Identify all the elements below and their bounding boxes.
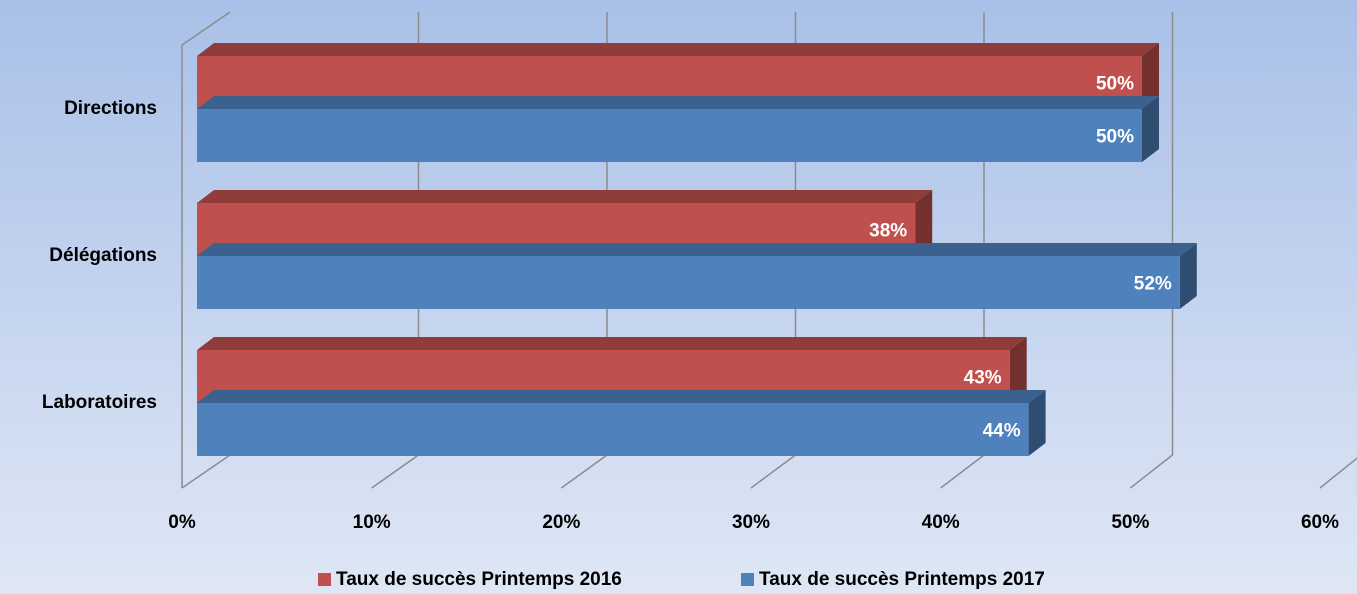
bar-side xyxy=(1142,43,1159,109)
bar-top xyxy=(197,43,1159,56)
data-label: 38% xyxy=(869,221,907,242)
x-tick-label: 30% xyxy=(732,512,770,533)
bar-side xyxy=(1009,337,1027,403)
data-label: 50% xyxy=(1096,74,1134,95)
bar-side xyxy=(915,190,933,256)
bar xyxy=(197,256,1180,309)
bar-side xyxy=(1142,96,1159,162)
legend-swatch xyxy=(741,573,754,586)
bar-top xyxy=(197,190,933,203)
legend-label: Taux de succès Printemps 2016 xyxy=(336,569,622,590)
legend-label: Taux de succès Printemps 2017 xyxy=(759,569,1045,590)
x-tick-label: 20% xyxy=(542,512,580,533)
legend-swatch xyxy=(318,573,331,586)
y-tick-label: Laboratoires xyxy=(42,392,157,413)
bar xyxy=(197,403,1029,456)
grid-line xyxy=(750,454,796,489)
grid-line xyxy=(940,454,985,489)
x-tick-label: 50% xyxy=(1111,512,1149,533)
bar-side xyxy=(1028,390,1046,456)
y-tick-label: Directions xyxy=(64,98,157,119)
x-tick-label: 0% xyxy=(168,512,196,533)
bar-top xyxy=(197,337,1027,350)
grid-line xyxy=(1319,457,1357,489)
x-tick-label: 60% xyxy=(1301,512,1339,533)
grid-line xyxy=(560,454,608,489)
x-tick-label: 10% xyxy=(353,512,391,533)
bar-top xyxy=(197,390,1046,403)
grid-line xyxy=(181,454,231,489)
bar-top xyxy=(197,243,1197,256)
data-label: 44% xyxy=(983,421,1021,442)
data-label: 52% xyxy=(1134,274,1172,295)
y-tick-label: Délégations xyxy=(49,245,157,266)
bar-side xyxy=(1179,243,1197,309)
bar-top xyxy=(197,96,1159,109)
x-tick-label: 40% xyxy=(922,512,960,533)
grid-line xyxy=(371,454,419,489)
wall-edge xyxy=(181,11,231,46)
data-label: 50% xyxy=(1096,127,1134,148)
grid-line xyxy=(1129,454,1173,489)
data-label: 43% xyxy=(964,368,1002,389)
bar xyxy=(197,109,1142,162)
